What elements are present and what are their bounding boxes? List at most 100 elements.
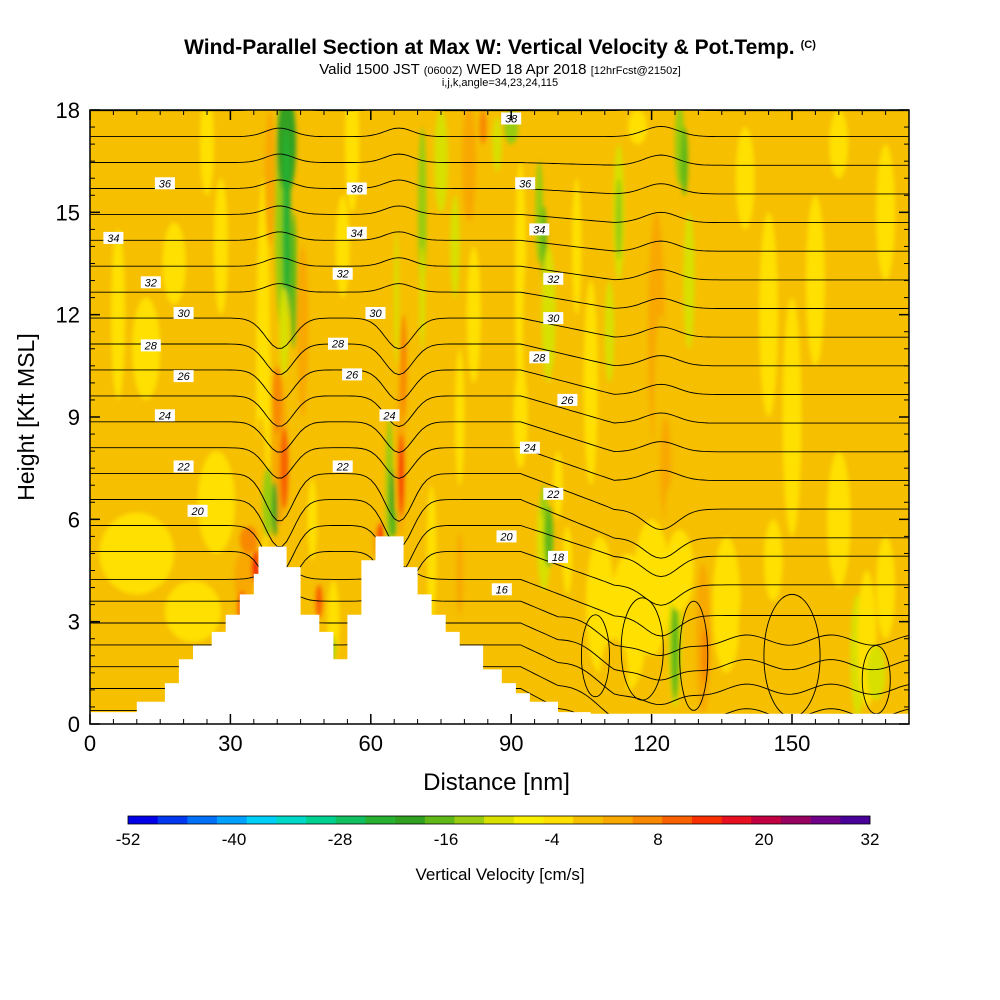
theta-contour bbox=[90, 525, 909, 578]
velocity-cell bbox=[553, 451, 563, 520]
contour-label-text: 30 bbox=[547, 313, 560, 325]
contour-label: 28 bbox=[529, 351, 550, 364]
contour-label-box bbox=[346, 226, 367, 239]
velocity-cell bbox=[604, 280, 615, 383]
colorbar-tick-label: -16 bbox=[434, 830, 459, 849]
contour-label-box bbox=[519, 441, 540, 454]
contour-label-text: 24 bbox=[158, 410, 171, 422]
contour-label-box bbox=[543, 272, 564, 285]
contour-label-text: 22 bbox=[176, 462, 189, 474]
colorbar-swatch bbox=[840, 816, 871, 824]
theta-contour bbox=[90, 343, 909, 376]
contour-label-box bbox=[342, 368, 363, 381]
contour-label-text: 16 bbox=[496, 584, 509, 596]
contour-label-text: 30 bbox=[369, 308, 382, 320]
contour-label-text: 32 bbox=[547, 274, 559, 286]
theta-contour bbox=[90, 110, 909, 112]
contour-label: 24 bbox=[519, 441, 540, 455]
velocity-cell bbox=[335, 195, 350, 298]
velocity-cell bbox=[442, 529, 450, 612]
velocity-cell bbox=[866, 645, 886, 701]
contour-label-text: 34 bbox=[351, 228, 363, 240]
contour-label-box bbox=[543, 312, 564, 325]
velocity-cell bbox=[466, 246, 481, 383]
terrain-mask bbox=[90, 536, 909, 724]
vertical-velocity-field bbox=[90, 110, 909, 724]
velocity-cell bbox=[272, 481, 278, 537]
velocity-cell bbox=[264, 110, 276, 247]
contour-label: 28 bbox=[328, 337, 348, 351]
contour-label-box bbox=[557, 393, 578, 406]
contour-label-text: 26 bbox=[176, 371, 190, 383]
contour-label-box bbox=[332, 267, 353, 280]
colorbar-swatch bbox=[128, 816, 158, 824]
velocity-cell bbox=[492, 116, 502, 172]
velocity-cell bbox=[665, 529, 694, 612]
contour-label-text: 20 bbox=[190, 506, 204, 518]
contour-label-box bbox=[529, 351, 550, 364]
contour-label-box bbox=[173, 460, 194, 473]
x-tick-label: 120 bbox=[633, 731, 670, 756]
velocity-cell bbox=[99, 512, 175, 595]
contour-label: 24 bbox=[154, 409, 175, 422]
colorbar-label: Vertical Velocity [cm/s] bbox=[415, 865, 584, 884]
velocity-cell bbox=[628, 110, 647, 145]
copyright-mark: (C) bbox=[800, 39, 816, 51]
y-tick-label: 12 bbox=[56, 303, 80, 328]
contour-label-text: 20 bbox=[499, 531, 513, 543]
contour-label: 30 bbox=[543, 312, 564, 325]
colorbar-swatch bbox=[721, 816, 752, 824]
velocity-cell bbox=[522, 246, 537, 417]
chart-title: Wind-Parallel Section at Max W: Vertical… bbox=[0, 36, 1000, 60]
contour-label: 22 bbox=[543, 487, 564, 501]
chart-title-main: Wind-Parallel Section at Max W: Vertical… bbox=[184, 36, 795, 59]
theta-contour bbox=[90, 421, 909, 453]
colorbar-swatch bbox=[395, 816, 426, 824]
contour-label: 16 bbox=[491, 583, 512, 596]
colorbar-swatch bbox=[157, 816, 188, 824]
velocity-cell bbox=[876, 144, 895, 281]
colorbar-swatch bbox=[276, 816, 307, 824]
velocity-cell bbox=[548, 365, 558, 469]
velocity-cell bbox=[735, 127, 755, 230]
contour-label: 36 bbox=[154, 177, 175, 190]
contour-label: 24 bbox=[379, 409, 400, 422]
contour-label-text: 28 bbox=[532, 352, 546, 364]
colorbar-swatch bbox=[217, 816, 248, 824]
colorbar-tick-label: 20 bbox=[755, 830, 774, 849]
contour-label: 20 bbox=[496, 530, 517, 543]
colorbar-swatch bbox=[187, 816, 218, 824]
contour-label-box bbox=[515, 177, 536, 190]
contour-label-text: 30 bbox=[177, 308, 190, 320]
colorbar-tick-label: -52 bbox=[116, 830, 141, 849]
contour-label-box bbox=[548, 550, 568, 563]
contour-label: 34 bbox=[103, 231, 124, 245]
contour-label-text: 24 bbox=[382, 410, 395, 422]
colorbar-swatch bbox=[810, 816, 841, 824]
x-tick-label: 90 bbox=[499, 731, 523, 756]
contour-label-text: 32 bbox=[337, 269, 349, 281]
contour-label-box bbox=[140, 276, 161, 289]
theta-contour bbox=[90, 369, 909, 402]
contour-label: 22 bbox=[173, 460, 194, 474]
velocity-cell bbox=[462, 110, 477, 223]
velocity-cell bbox=[396, 110, 406, 196]
velocity-cell bbox=[670, 597, 680, 701]
contour-label-text: 18 bbox=[552, 552, 565, 564]
velocity-cell bbox=[829, 110, 849, 179]
theta-contour bbox=[90, 179, 909, 195]
velocity-cell bbox=[782, 297, 802, 537]
colorbar-swatch bbox=[424, 816, 455, 824]
velocity-cell bbox=[455, 348, 465, 486]
contour-label: 34 bbox=[346, 226, 367, 240]
valid-prefix: Valid 1500 JST bbox=[319, 61, 420, 78]
valid-date: WED 18 Apr 2018 bbox=[466, 61, 587, 78]
contour-label-text: 22 bbox=[546, 489, 559, 501]
y-tick-label: 3 bbox=[68, 610, 80, 635]
colorbar-swatch bbox=[454, 816, 485, 824]
colorbar-swatch bbox=[484, 816, 515, 824]
velocity-cell bbox=[535, 161, 543, 264]
velocity-cell bbox=[234, 550, 255, 605]
theta-contour bbox=[90, 550, 909, 606]
